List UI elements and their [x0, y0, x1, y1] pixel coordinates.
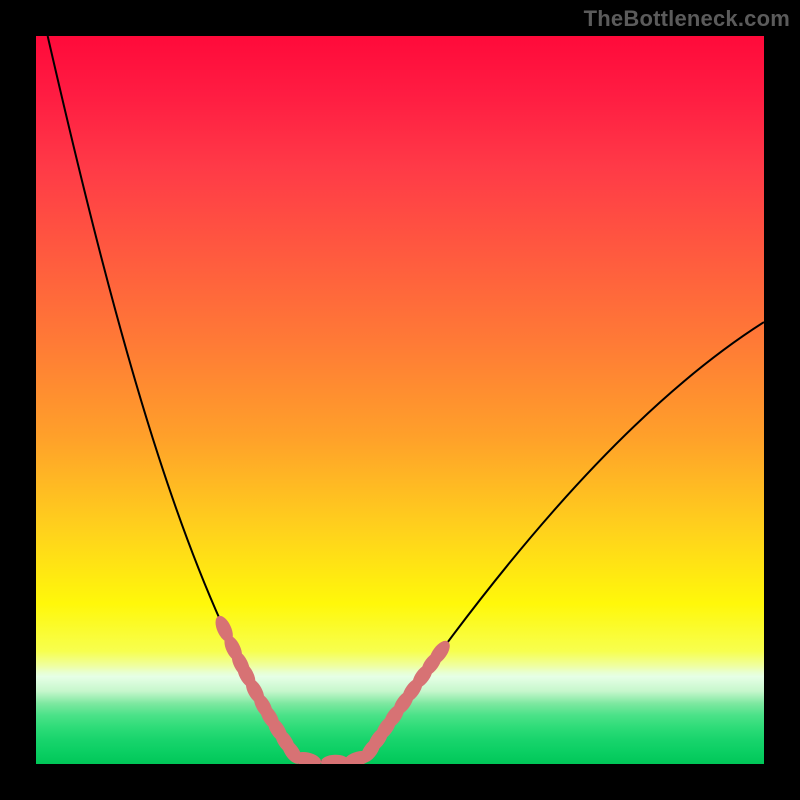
plot-svg	[36, 36, 764, 764]
gradient-background	[36, 36, 764, 764]
plot-area	[36, 36, 764, 764]
canvas: TheBottleneck.com	[0, 0, 800, 800]
watermark-text: TheBottleneck.com	[584, 6, 790, 32]
